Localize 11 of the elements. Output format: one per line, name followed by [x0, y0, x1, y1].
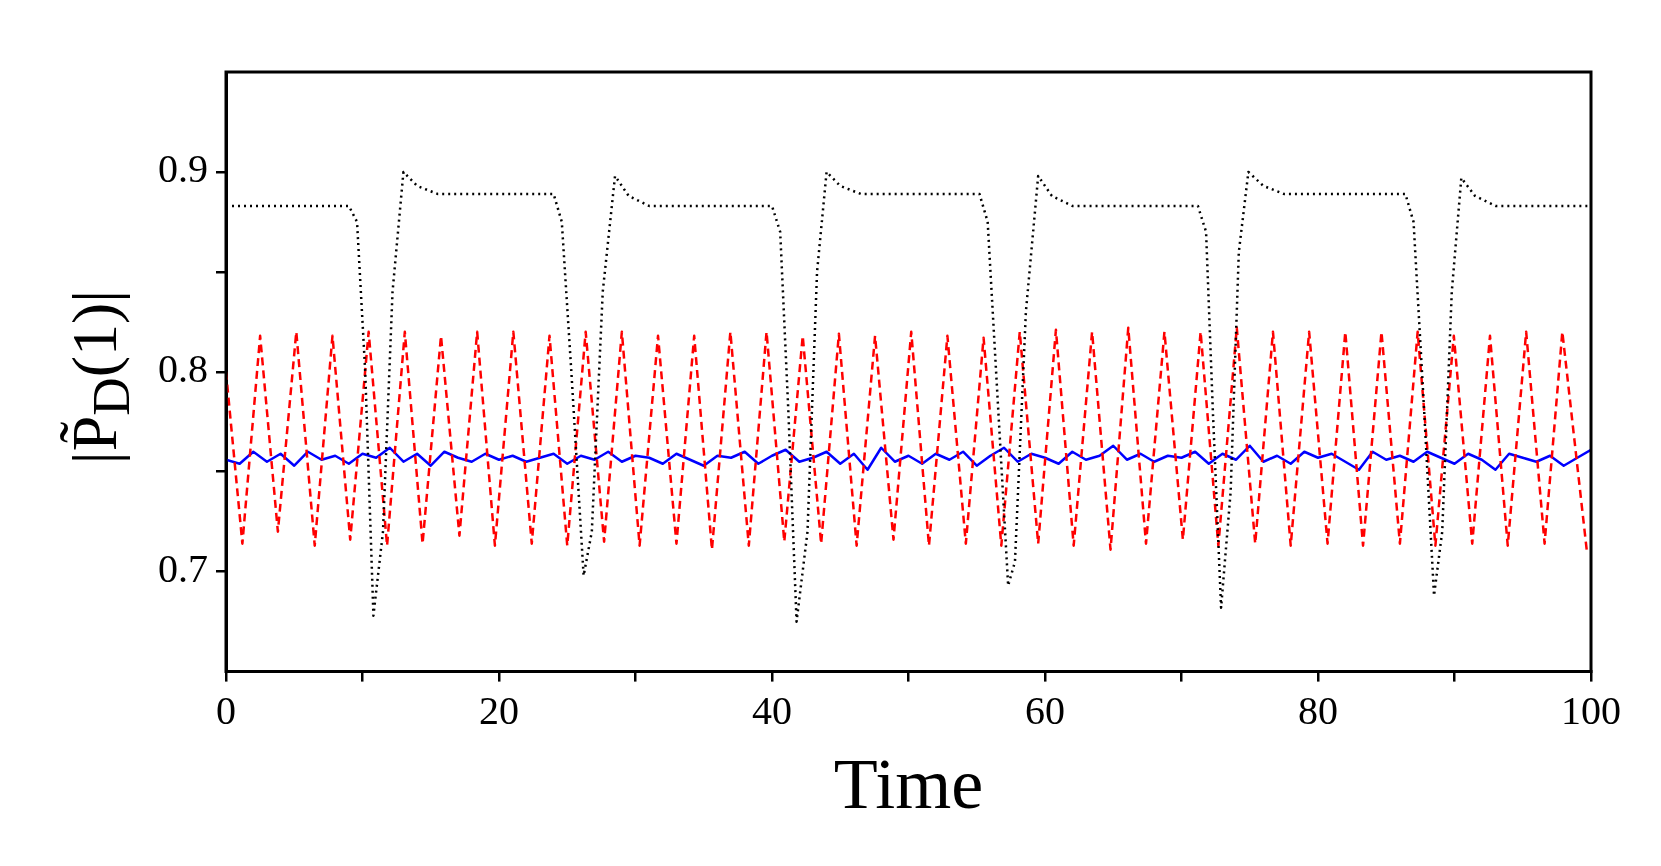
x-tick-label: 80	[1298, 688, 1338, 734]
x-tick-label: 20	[479, 688, 519, 734]
x-tick-label: 40	[752, 688, 792, 734]
x-tick-label: 60	[1025, 688, 1065, 734]
y-tick-label: 0.8	[158, 346, 208, 392]
y-tick-label: 0.7	[158, 546, 208, 592]
line-series	[226, 326, 1589, 553]
y-tick-label: 0.9	[158, 146, 208, 192]
x-tick-label: 100	[1561, 688, 1621, 734]
x-tick-label: 0	[216, 688, 236, 734]
x-axis-title: Time	[833, 743, 984, 824]
